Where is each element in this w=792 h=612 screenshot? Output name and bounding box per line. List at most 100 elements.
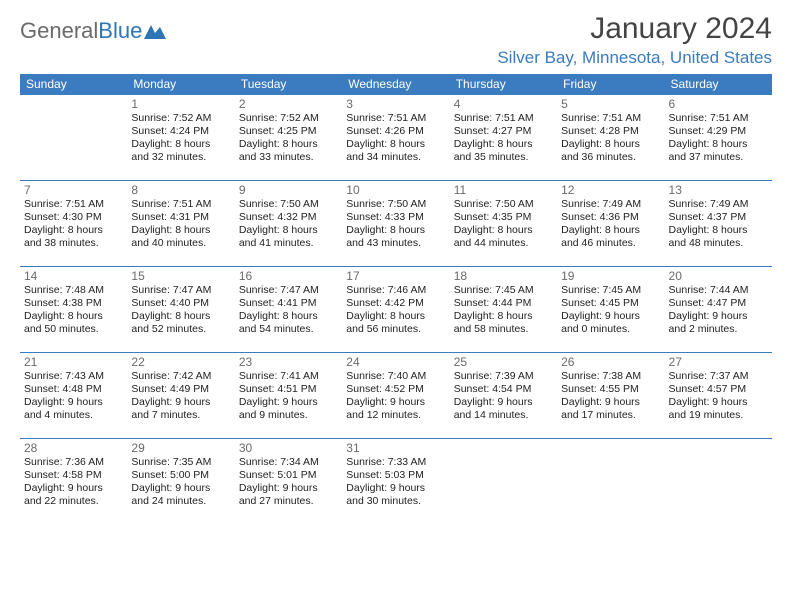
daylight-text: and 0 minutes. — [561, 323, 660, 336]
calendar-cell: 11Sunrise: 7:50 AMSunset: 4:35 PMDayligh… — [450, 181, 557, 267]
page-title: January 2024 — [497, 12, 772, 46]
sunrise-text: Sunrise: 7:34 AM — [239, 456, 338, 469]
daylight-text: Daylight: 9 hours — [454, 396, 553, 409]
daylight-text: Daylight: 8 hours — [24, 224, 123, 237]
calendar-cell: 22Sunrise: 7:42 AMSunset: 4:49 PMDayligh… — [127, 353, 234, 439]
calendar-cell: 21Sunrise: 7:43 AMSunset: 4:48 PMDayligh… — [20, 353, 127, 439]
day-number: 26 — [561, 355, 660, 369]
daylight-text: Daylight: 9 hours — [24, 482, 123, 495]
day-number: 6 — [669, 97, 768, 111]
daylight-text: and 34 minutes. — [346, 151, 445, 164]
calendar-cell — [665, 439, 772, 525]
sunset-text: Sunset: 4:37 PM — [669, 211, 768, 224]
weekday-saturday: Saturday — [665, 74, 772, 95]
daylight-text: and 19 minutes. — [669, 409, 768, 422]
daylight-text: Daylight: 8 hours — [346, 138, 445, 151]
sunrise-text: Sunrise: 7:40 AM — [346, 370, 445, 383]
calendar-cell: 3Sunrise: 7:51 AMSunset: 4:26 PMDaylight… — [342, 95, 449, 181]
daylight-text: Daylight: 8 hours — [346, 310, 445, 323]
weekday-thursday: Thursday — [450, 74, 557, 95]
calendar-cell: 10Sunrise: 7:50 AMSunset: 4:33 PMDayligh… — [342, 181, 449, 267]
sunset-text: Sunset: 5:03 PM — [346, 469, 445, 482]
sunset-text: Sunset: 4:49 PM — [131, 383, 230, 396]
day-number: 30 — [239, 441, 338, 455]
sunset-text: Sunset: 5:01 PM — [239, 469, 338, 482]
calendar-cell: 28Sunrise: 7:36 AMSunset: 4:58 PMDayligh… — [20, 439, 127, 525]
header: GeneralBlue January 2024 Silver Bay, Min… — [20, 12, 772, 68]
day-number: 13 — [669, 183, 768, 197]
daylight-text: Daylight: 8 hours — [561, 138, 660, 151]
sunset-text: Sunset: 4:51 PM — [239, 383, 338, 396]
daylight-text: and 27 minutes. — [239, 495, 338, 508]
calendar-cell: 2Sunrise: 7:52 AMSunset: 4:25 PMDaylight… — [235, 95, 342, 181]
daylight-text: Daylight: 9 hours — [239, 396, 338, 409]
daylight-text: Daylight: 9 hours — [131, 482, 230, 495]
daylight-text: Daylight: 9 hours — [346, 482, 445, 495]
daylight-text: and 38 minutes. — [24, 237, 123, 250]
day-number: 17 — [346, 269, 445, 283]
sunset-text: Sunset: 4:55 PM — [561, 383, 660, 396]
sunrise-text: Sunrise: 7:49 AM — [561, 198, 660, 211]
sunset-text: Sunset: 4:24 PM — [131, 125, 230, 138]
day-number: 31 — [346, 441, 445, 455]
calendar-cell — [557, 439, 664, 525]
day-number: 12 — [561, 183, 660, 197]
sunset-text: Sunset: 4:32 PM — [239, 211, 338, 224]
day-number: 23 — [239, 355, 338, 369]
calendar-cell: 18Sunrise: 7:45 AMSunset: 4:44 PMDayligh… — [450, 267, 557, 353]
daylight-text: Daylight: 8 hours — [454, 224, 553, 237]
calendar-cell: 14Sunrise: 7:48 AMSunset: 4:38 PMDayligh… — [20, 267, 127, 353]
calendar-page: GeneralBlue January 2024 Silver Bay, Min… — [0, 0, 792, 537]
daylight-text: and 40 minutes. — [131, 237, 230, 250]
daylight-text: and 46 minutes. — [561, 237, 660, 250]
weekday-friday: Friday — [557, 74, 664, 95]
calendar-cell: 24Sunrise: 7:40 AMSunset: 4:52 PMDayligh… — [342, 353, 449, 439]
calendar-cell: 20Sunrise: 7:44 AMSunset: 4:47 PMDayligh… — [665, 267, 772, 353]
sunset-text: Sunset: 4:42 PM — [346, 297, 445, 310]
daylight-text: Daylight: 8 hours — [346, 224, 445, 237]
sunrise-text: Sunrise: 7:51 AM — [454, 112, 553, 125]
calendar-week-row: 21Sunrise: 7:43 AMSunset: 4:48 PMDayligh… — [20, 353, 772, 439]
calendar-week-row: 1Sunrise: 7:52 AMSunset: 4:24 PMDaylight… — [20, 95, 772, 181]
daylight-text: and 30 minutes. — [346, 495, 445, 508]
daylight-text: and 2 minutes. — [669, 323, 768, 336]
sunset-text: Sunset: 4:44 PM — [454, 297, 553, 310]
calendar-cell: 13Sunrise: 7:49 AMSunset: 4:37 PMDayligh… — [665, 181, 772, 267]
calendar-cell: 6Sunrise: 7:51 AMSunset: 4:29 PMDaylight… — [665, 95, 772, 181]
weekday-sunday: Sunday — [20, 74, 127, 95]
calendar-cell: 8Sunrise: 7:51 AMSunset: 4:31 PMDaylight… — [127, 181, 234, 267]
title-block: January 2024 Silver Bay, Minnesota, Unit… — [497, 12, 772, 68]
day-number: 25 — [454, 355, 553, 369]
brand-name-blue: Blue — [98, 18, 142, 43]
sunset-text: Sunset: 4:54 PM — [454, 383, 553, 396]
calendar-week-row: 28Sunrise: 7:36 AMSunset: 4:58 PMDayligh… — [20, 439, 772, 525]
daylight-text: and 17 minutes. — [561, 409, 660, 422]
sunrise-text: Sunrise: 7:50 AM — [346, 198, 445, 211]
daylight-text: and 52 minutes. — [131, 323, 230, 336]
sunset-text: Sunset: 5:00 PM — [131, 469, 230, 482]
day-number: 16 — [239, 269, 338, 283]
day-number: 18 — [454, 269, 553, 283]
calendar-cell: 9Sunrise: 7:50 AMSunset: 4:32 PMDaylight… — [235, 181, 342, 267]
day-number: 8 — [131, 183, 230, 197]
sunset-text: Sunset: 4:30 PM — [24, 211, 123, 224]
sunrise-text: Sunrise: 7:51 AM — [131, 198, 230, 211]
sunset-text: Sunset: 4:25 PM — [239, 125, 338, 138]
day-number: 2 — [239, 97, 338, 111]
brand-name: GeneralBlue — [20, 18, 142, 44]
daylight-text: Daylight: 8 hours — [24, 310, 123, 323]
calendar-cell: 1Sunrise: 7:52 AMSunset: 4:24 PMDaylight… — [127, 95, 234, 181]
sunrise-text: Sunrise: 7:35 AM — [131, 456, 230, 469]
day-number: 15 — [131, 269, 230, 283]
sunrise-text: Sunrise: 7:50 AM — [239, 198, 338, 211]
daylight-text: and 33 minutes. — [239, 151, 338, 164]
daylight-text: and 32 minutes. — [131, 151, 230, 164]
sunset-text: Sunset: 4:35 PM — [454, 211, 553, 224]
sunset-text: Sunset: 4:26 PM — [346, 125, 445, 138]
calendar-cell: 30Sunrise: 7:34 AMSunset: 5:01 PMDayligh… — [235, 439, 342, 525]
sunrise-text: Sunrise: 7:49 AM — [669, 198, 768, 211]
calendar-cell: 5Sunrise: 7:51 AMSunset: 4:28 PMDaylight… — [557, 95, 664, 181]
daylight-text: Daylight: 8 hours — [131, 224, 230, 237]
calendar-cell: 15Sunrise: 7:47 AMSunset: 4:40 PMDayligh… — [127, 267, 234, 353]
sunrise-text: Sunrise: 7:45 AM — [454, 284, 553, 297]
